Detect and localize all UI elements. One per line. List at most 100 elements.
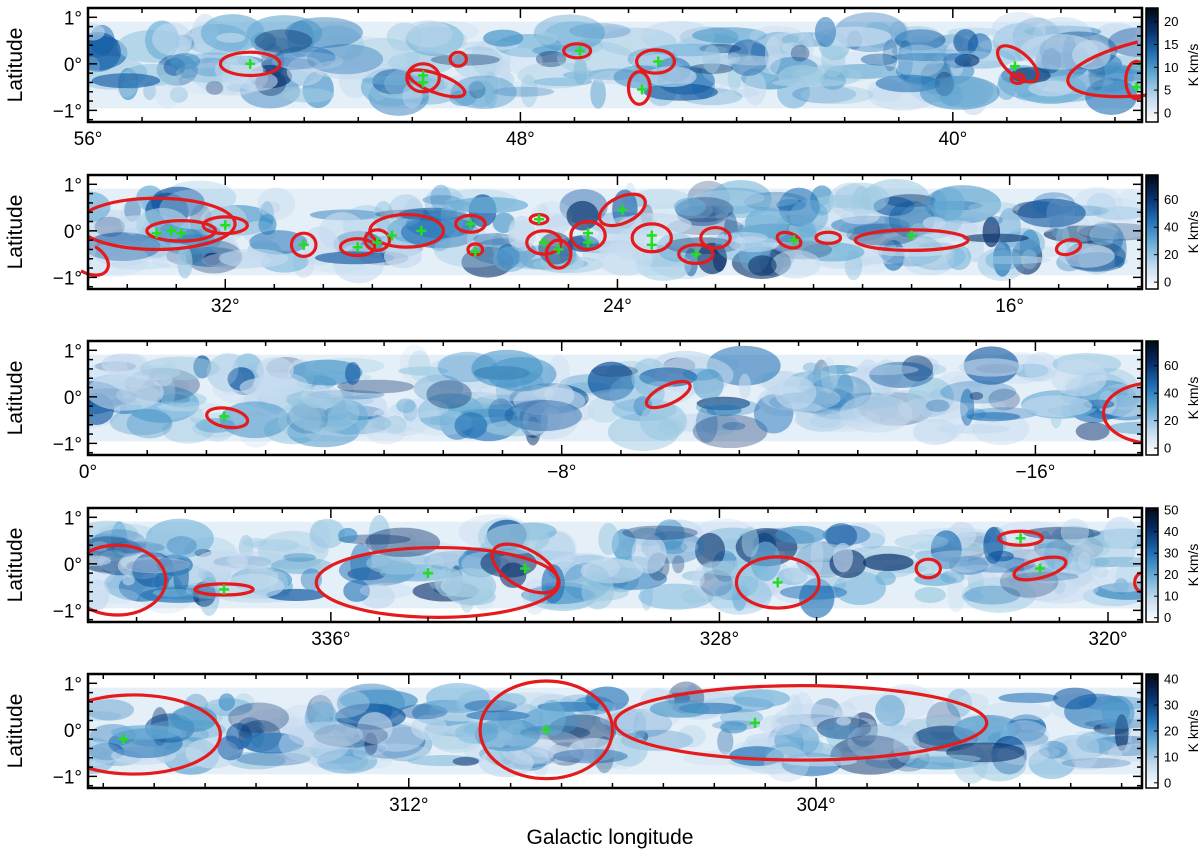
source-marker [298, 239, 309, 250]
colorbar-tick-label: 0 [1164, 441, 1171, 456]
x-tick-label: −8° [547, 462, 576, 483]
colorbar-unit-label: K km/s [1185, 544, 1200, 587]
source-ellipse [88, 693, 222, 776]
x-tick-label: 16° [995, 296, 1024, 317]
source-marker [176, 228, 187, 239]
y-axis-title: Latitude [4, 195, 27, 270]
colorbar-tick-label: 20 [1164, 247, 1178, 262]
source-ellipse [734, 555, 821, 610]
source-marker [690, 249, 701, 260]
source-marker [470, 246, 481, 257]
source-marker [416, 225, 427, 236]
source-marker [1131, 82, 1142, 93]
colorbar: 0 10 20 30 40 50 K km/s [1145, 503, 1200, 625]
y-tick-label: −1° [53, 268, 82, 289]
x-tick-label: 56° [74, 129, 103, 150]
source-ellipse [775, 230, 803, 250]
panel-3: 0° −8° −16° 1° 0° −1° Latitude 0 20 40 60 K km/s [4, 339, 1200, 483]
x-tick-label: 0° [79, 462, 97, 483]
source-ellipse [368, 212, 446, 249]
x-tick-label: 32° [211, 296, 240, 317]
colorbar-tick-label: 40 [1164, 220, 1178, 235]
colorbar-tick-label: 30 [1164, 698, 1178, 713]
source-marker [372, 237, 383, 248]
emission-map [88, 175, 1142, 289]
source-marker [788, 235, 799, 246]
y-tick-label: 0° [64, 222, 82, 243]
source-ellipse [914, 557, 943, 580]
y-tick-label: 0° [64, 55, 82, 76]
colorbar: 0 10 20 30 40 K km/s [1145, 672, 1200, 790]
colorbar: 0 20 40 60 K km/s [1145, 174, 1200, 290]
source-ellipse [72, 240, 110, 277]
source-ellipse [644, 379, 692, 410]
source-ellipse [853, 228, 970, 252]
y-tick-label: 1° [64, 8, 82, 29]
source-ellipse [996, 44, 1040, 84]
y-tick-label: 0° [64, 388, 82, 409]
source-marker [538, 237, 549, 248]
colorbar-unit-label: K km/s [1185, 211, 1200, 254]
source-marker [386, 230, 397, 241]
source-marker [245, 58, 256, 69]
source-ellipse [88, 196, 237, 252]
source-marker [1035, 563, 1045, 574]
source-ellipse [626, 70, 652, 106]
source-ellipse [1009, 72, 1026, 85]
source-ellipse [1012, 555, 1068, 582]
source-ellipse [630, 222, 673, 254]
panel-2: 32° 24° 16° 1° 0° −1° Latitude 0 20 40 60 K km/s [4, 173, 1200, 317]
source-ellipse [338, 237, 377, 258]
colorbar-tick-label: 0 [1164, 275, 1171, 290]
emission-map [88, 341, 1142, 455]
source-marker [637, 84, 648, 95]
source-marker [151, 228, 162, 239]
y-tick-label: 0° [64, 721, 82, 742]
colorbar-tick-label: 60 [1164, 192, 1178, 207]
source-marker [646, 230, 657, 241]
y-tick-label: −1° [53, 434, 82, 455]
source-marker [906, 230, 917, 241]
source-marker [772, 577, 783, 588]
y-axis-title: Latitude [4, 528, 27, 603]
source-marker [1009, 61, 1020, 72]
emission-map [88, 8, 1142, 122]
colorbar-tick-label: 20 [1164, 567, 1178, 582]
source-ellipse [1101, 382, 1142, 445]
emission-map [88, 674, 1142, 788]
source-marker [574, 45, 585, 56]
source-marker [534, 214, 545, 225]
source-marker [465, 218, 476, 229]
source-ellipse [1066, 29, 1153, 99]
source-marker [583, 237, 594, 248]
source-ellipse [201, 215, 249, 236]
source-marker [166, 225, 177, 236]
source-ellipse [1054, 238, 1083, 257]
plot-frame [86, 173, 1144, 291]
colorbar-tick-label: 5 [1164, 83, 1171, 98]
source-marker [418, 77, 429, 88]
x-tick-label: 312° [389, 795, 428, 816]
y-tick-label: −1° [53, 767, 82, 788]
y-tick-label: −1° [53, 101, 82, 122]
source-ellipse [478, 679, 615, 781]
source-marker [219, 584, 229, 595]
source-marker [118, 734, 129, 745]
source-ellipse [544, 238, 573, 270]
plot-frame [86, 506, 1144, 624]
plot-frame [86, 672, 1144, 790]
source-ellipse [145, 218, 218, 243]
y-tick-label: 1° [64, 341, 82, 362]
source-marker [423, 568, 433, 579]
y-axis-title: Latitude [4, 694, 27, 769]
source-ellipse [448, 50, 468, 68]
source-marker [520, 563, 531, 574]
colorbar-tick-label: 30 [1164, 546, 1178, 561]
source-ellipse [363, 228, 392, 252]
x-tick-label: 336° [311, 629, 350, 650]
colorbar-tick-label: 40 [1164, 524, 1178, 539]
source-ellipse [1124, 59, 1142, 101]
x-axis-title: Galactic longitude [527, 826, 694, 849]
source-marker [583, 228, 594, 239]
